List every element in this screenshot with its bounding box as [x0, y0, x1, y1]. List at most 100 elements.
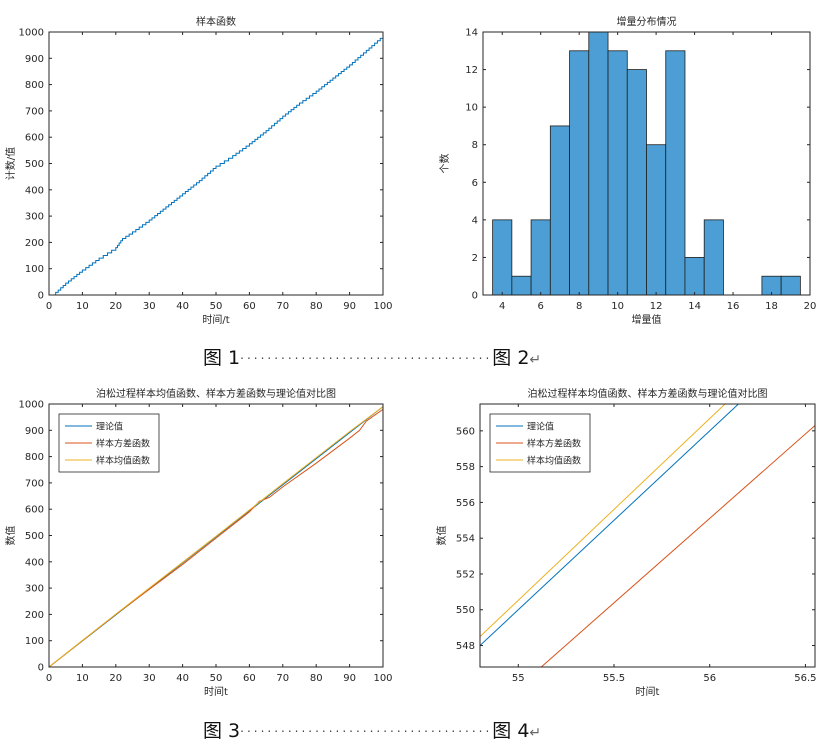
y-tick-label: 1000	[19, 28, 44, 39]
legend-entry: 理论值	[96, 421, 123, 433]
x-axis-label: 时间/t	[202, 313, 229, 326]
y-tick-label: 600	[25, 133, 44, 144]
y-tick-label: 700	[25, 478, 44, 489]
series-line-3	[49, 406, 383, 667]
series-line-3	[480, 404, 726, 637]
x-tick-label: 50	[210, 673, 223, 684]
histogram-bar	[492, 219, 513, 295]
return-mark: ↵	[529, 352, 542, 368]
y-tick-label: 300	[25, 212, 44, 223]
x-tick-label: 60	[243, 673, 256, 684]
histogram-bar	[780, 275, 801, 295]
y-tick-label: 556	[456, 498, 475, 509]
y-tick-label: 400	[25, 557, 44, 568]
histogram-bar	[530, 219, 551, 295]
caption-figure-1: 图 1	[203, 347, 241, 369]
y-tick-label: 100	[25, 636, 44, 647]
y-tick-label: 700	[25, 106, 44, 117]
histogram-bar	[665, 50, 686, 295]
x-axis-label: 时间t	[204, 685, 228, 698]
caption-figure-4: 图 4	[492, 720, 530, 742]
x-tick-label: 12	[650, 301, 663, 312]
x-tick-label: 60	[243, 301, 256, 312]
legend-entry: 样本均值函数	[527, 455, 581, 467]
plot-area	[49, 406, 383, 667]
y-tick-label: 0	[38, 663, 44, 674]
y-tick-label: 400	[25, 185, 44, 196]
y-tick-label: 548	[456, 641, 475, 652]
y-tick-label: 900	[25, 426, 44, 437]
chart-title: 泊松过程样本均值函数、样本方差函数与理论值对比图	[96, 387, 336, 400]
x-tick-label: 10	[76, 301, 89, 312]
x-tick-label: 40	[176, 301, 189, 312]
return-mark: ↵	[529, 725, 542, 741]
histogram-bar	[684, 257, 705, 295]
x-tick-label: 100	[373, 673, 392, 684]
x-tick-label: 20	[109, 673, 122, 684]
x-tick-label: 18	[765, 301, 778, 312]
y-axis-label: 数值	[4, 526, 17, 546]
histogram-bar	[511, 275, 532, 295]
x-tick-label: 55	[512, 673, 525, 684]
chart-fig2: 增量分布情况 4 6 8 10 12 14 16 18 20 0 2 4 6 8 10 12 14 增量值 个数	[438, 15, 816, 326]
x-tick-label: 80	[310, 673, 323, 684]
x-tick-label: 56	[703, 673, 716, 684]
x-tick-label: 0	[46, 301, 52, 312]
histogram-bar	[626, 69, 647, 295]
axes-box	[482, 31, 811, 296]
legend-entry: 样本方差函数	[527, 438, 581, 450]
y-tick-label: 100	[25, 264, 44, 275]
plot-area	[480, 404, 815, 667]
caption-figure-2: 图 2	[492, 347, 530, 369]
axes-box	[479, 403, 816, 668]
y-axis-label: 计数/值	[4, 147, 17, 180]
x-tick-label: 20	[804, 301, 817, 312]
y-tick-label: 800	[25, 80, 44, 91]
y-tick-label: 8	[472, 140, 478, 151]
y-tick-label: 554	[456, 534, 475, 545]
x-tick-label: 20	[109, 301, 122, 312]
chart-title: 样本函数	[196, 15, 236, 28]
x-tick-label: 16	[727, 301, 740, 312]
chart-title: 增量分布情况	[617, 15, 677, 28]
y-tick-label: 300	[25, 584, 44, 595]
histogram-bar	[703, 219, 724, 295]
y-tick-label: 800	[25, 452, 44, 463]
y-tick-label: 560	[456, 426, 475, 437]
y-tick-label: 550	[456, 605, 475, 616]
y-tick-label: 552	[456, 569, 475, 580]
legend-entry: 理论值	[527, 421, 554, 433]
histogram-bar	[569, 50, 590, 295]
x-tick-label: 4	[499, 301, 505, 312]
histogram-bar	[588, 32, 609, 295]
y-tick-label: 900	[25, 54, 44, 65]
y-tick-label: 1000	[19, 400, 44, 411]
y-tick-label: 6	[472, 178, 478, 189]
series-line-1	[49, 35, 383, 295]
x-axis-label: 增量值	[632, 313, 662, 326]
axes-box	[48, 31, 384, 296]
x-tick-label: 70	[276, 301, 289, 312]
legend-entry: 样本方差函数	[96, 438, 150, 450]
x-tick-label: 80	[310, 301, 323, 312]
x-tick-label: 30	[143, 673, 156, 684]
x-axis-label: 时间t	[636, 685, 660, 698]
y-tick-label: 500	[25, 531, 44, 542]
chart-fig3: 泊松过程样本均值函数、样本方差函数与理论值对比图 0 10 20 30 40 50 60 70 8…	[4, 387, 393, 698]
y-axis-label: 数值	[435, 526, 448, 546]
x-tick-label: 6	[538, 301, 544, 312]
x-tick-label: 0	[46, 673, 52, 684]
y-tick-label: 200	[25, 610, 44, 621]
y-tick-label: 558	[456, 462, 475, 473]
chart-title: 泊松过程样本均值函数、样本方差函数与理论值对比图	[528, 387, 768, 400]
x-tick-label: 10	[611, 301, 624, 312]
x-tick-label: 90	[343, 673, 356, 684]
y-tick-label: 4	[472, 215, 478, 226]
x-tick-label: 8	[576, 301, 582, 312]
x-tick-label: 30	[143, 301, 156, 312]
legend-entry: 样本均值函数	[96, 455, 150, 467]
x-tick-label: 40	[176, 673, 189, 684]
histogram-bar	[646, 144, 667, 295]
